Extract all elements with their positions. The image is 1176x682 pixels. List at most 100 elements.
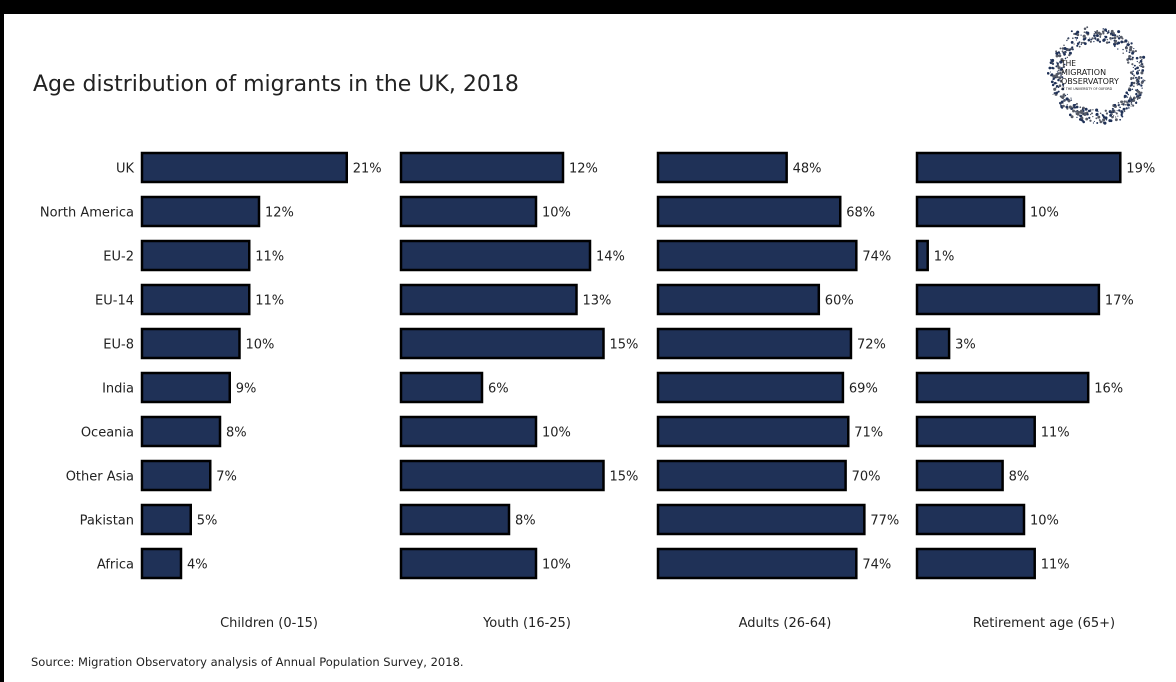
logo-dot [1087, 38, 1091, 42]
category-label: Oceania [81, 426, 134, 441]
data-label: 4% [187, 558, 208, 573]
logo-dot [1093, 120, 1095, 122]
bar [399, 415, 538, 448]
logo-dot [1131, 88, 1134, 91]
logo-dot [1117, 30, 1121, 34]
data-label: 60% [825, 294, 854, 309]
logo-dot [1111, 107, 1114, 110]
logo-dot [1063, 100, 1066, 102]
logo-dot [1080, 41, 1083, 44]
logo-dot [1141, 62, 1143, 64]
logo-dot [1086, 31, 1090, 35]
data-label: 10% [1030, 206, 1059, 221]
logo-dot [1076, 112, 1080, 116]
logo-dot [1125, 107, 1128, 110]
logo-dot [1052, 75, 1055, 78]
logo-dot [1089, 37, 1091, 39]
logo-dot [1067, 37, 1069, 40]
logo-dot [1111, 116, 1114, 119]
panel: 12% 10% 14% 13% 15% 6% 10% 15% 8% 10% Youth (16-25… [399, 151, 638, 631]
logo-dot [1087, 109, 1091, 113]
bar [656, 195, 842, 228]
logo-dot [1135, 79, 1138, 82]
logo-dot [1127, 93, 1130, 96]
logo-dot [1063, 44, 1065, 47]
logo-dot [1095, 117, 1098, 120]
logo-dot [1108, 111, 1111, 114]
logo-dot [1136, 89, 1140, 93]
logo-dot [1126, 101, 1128, 104]
logo-dot [1066, 39, 1068, 42]
bar [140, 415, 222, 448]
data-label: 9% [236, 382, 257, 397]
logo-dot [1129, 71, 1133, 75]
logo-dot [1079, 110, 1083, 114]
logo-dot [1135, 89, 1137, 91]
logo-dot [1055, 50, 1058, 53]
data-label: 5% [197, 514, 218, 529]
logo-dot [1125, 50, 1128, 52]
logo-dot [1070, 115, 1074, 119]
logo-dot [1138, 92, 1141, 96]
logo-dot [1068, 51, 1072, 55]
logo-dot [1061, 47, 1065, 50]
logo-dot [1112, 32, 1115, 35]
logo-dot [1088, 116, 1091, 119]
logo-dot [1066, 48, 1070, 52]
logo-dot [1109, 113, 1113, 117]
bar [915, 239, 929, 272]
data-label: 13% [583, 294, 612, 309]
logo-dot [1117, 41, 1121, 45]
bar [399, 459, 605, 492]
logo-dot [1114, 41, 1117, 44]
logo-dot [1076, 42, 1080, 45]
logo-dot [1066, 93, 1068, 95]
logo-dot [1140, 77, 1143, 79]
logo-dot [1071, 37, 1074, 40]
panel-label: Youth (16-25) [482, 616, 571, 631]
logo-dot [1140, 64, 1142, 66]
logo-dot [1062, 71, 1064, 73]
data-label: 21% [353, 162, 382, 177]
logo-dot [1099, 35, 1102, 38]
category-label: UK [116, 162, 135, 177]
category-label: Other Asia [66, 470, 134, 485]
panel-label: Retirement age (65+) [973, 616, 1115, 631]
logo-dot [1094, 37, 1097, 40]
logo-dot [1099, 120, 1103, 124]
logo-dot [1106, 38, 1109, 41]
logo-dot [1063, 63, 1066, 66]
logo-dot [1085, 37, 1087, 39]
logo-dot [1117, 37, 1121, 40]
logo-dot [1060, 58, 1064, 62]
logo-dot [1107, 29, 1110, 32]
logo-dot [1097, 111, 1099, 113]
logo-dot [1105, 112, 1109, 115]
bar [656, 151, 788, 184]
logo-dot [1070, 30, 1073, 33]
logo-dot [1122, 107, 1126, 111]
logo-dot [1057, 72, 1060, 75]
bar [399, 503, 511, 536]
logo-dot [1066, 104, 1068, 106]
logo-dot [1059, 68, 1063, 71]
logo-dot [1126, 58, 1130, 61]
logo-dot [1125, 103, 1127, 106]
logo-dot [1053, 87, 1057, 91]
logo-dot [1140, 65, 1142, 68]
logo-dot [1125, 46, 1127, 48]
logo-dot [1114, 116, 1117, 118]
logo-dot [1070, 97, 1072, 99]
logo-dot [1128, 107, 1130, 109]
data-label: 48% [793, 162, 822, 177]
category-label: North America [40, 206, 134, 221]
logo-dot [1052, 77, 1055, 80]
logo-dot [1108, 119, 1112, 123]
category-label: Pakistan [80, 514, 134, 529]
bar [915, 415, 1036, 448]
logo-dot [1126, 103, 1131, 107]
logo-dot [1057, 90, 1060, 93]
logo-dot [1132, 98, 1135, 100]
logo-dot [1086, 26, 1089, 29]
panel-label: Children (0-15) [220, 616, 318, 631]
